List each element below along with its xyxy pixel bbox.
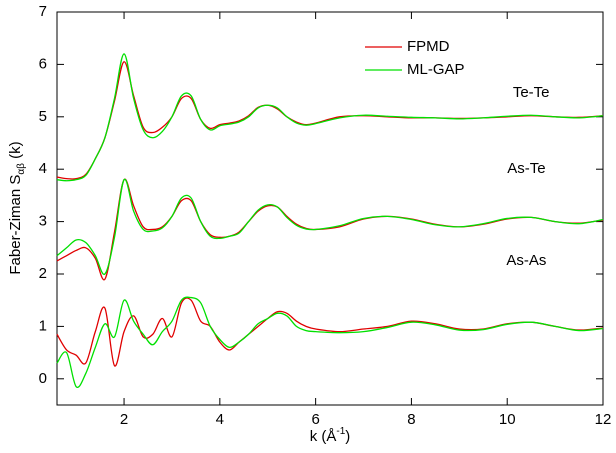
y-tick-label: 5 <box>39 108 47 125</box>
line-series <box>56 178 604 275</box>
y-tick-label: 4 <box>39 160 47 177</box>
x-tick-label: 10 <box>499 411 516 428</box>
y-tick-label: 7 <box>39 3 47 20</box>
y-axis-label: Faber-Ziman Sαβ (k) <box>7 141 27 274</box>
legend-label: ML-GAP <box>407 61 465 78</box>
plot-frame <box>56 11 604 406</box>
curve-label: As-Te <box>507 160 545 177</box>
x-axis-label: k (Å-1) <box>310 426 351 445</box>
curve-label: As-As <box>506 252 546 269</box>
y-tick-label: 1 <box>39 317 47 334</box>
y-tick-label: 2 <box>39 265 47 282</box>
y-tick-label: 3 <box>39 213 47 230</box>
x-tick-label: 6 <box>311 411 319 428</box>
y-tick-label: 6 <box>39 55 47 72</box>
x-tick-label: 12 <box>595 411 612 428</box>
x-tick-label: 4 <box>216 411 224 428</box>
line-series <box>56 53 604 182</box>
x-tick-label: 2 <box>120 411 128 428</box>
curve-label: Te-Te <box>513 84 550 101</box>
legend-label: FPMD <box>407 38 450 55</box>
line-series <box>56 296 604 389</box>
y-tick-label: 0 <box>39 370 47 387</box>
x-tick-label: 8 <box>407 411 415 428</box>
